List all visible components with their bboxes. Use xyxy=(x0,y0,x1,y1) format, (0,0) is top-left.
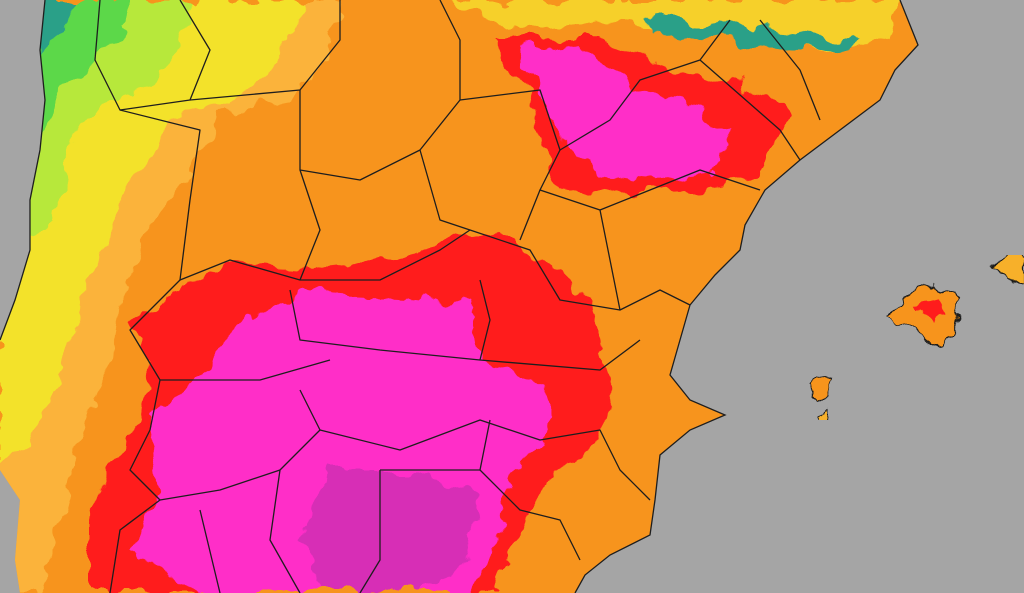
ibiza xyxy=(802,375,831,403)
heat-zones xyxy=(0,0,900,593)
menorca xyxy=(988,254,1024,281)
mallorca-hot-zone xyxy=(915,298,945,325)
balearic-islands xyxy=(802,254,1024,421)
coastline xyxy=(0,0,919,593)
province-borders xyxy=(94,0,821,593)
zone-teal xyxy=(30,0,860,50)
zone-deep-magenta xyxy=(300,470,480,593)
formentera xyxy=(815,407,831,421)
zone-magenta-ebro xyxy=(520,45,740,180)
